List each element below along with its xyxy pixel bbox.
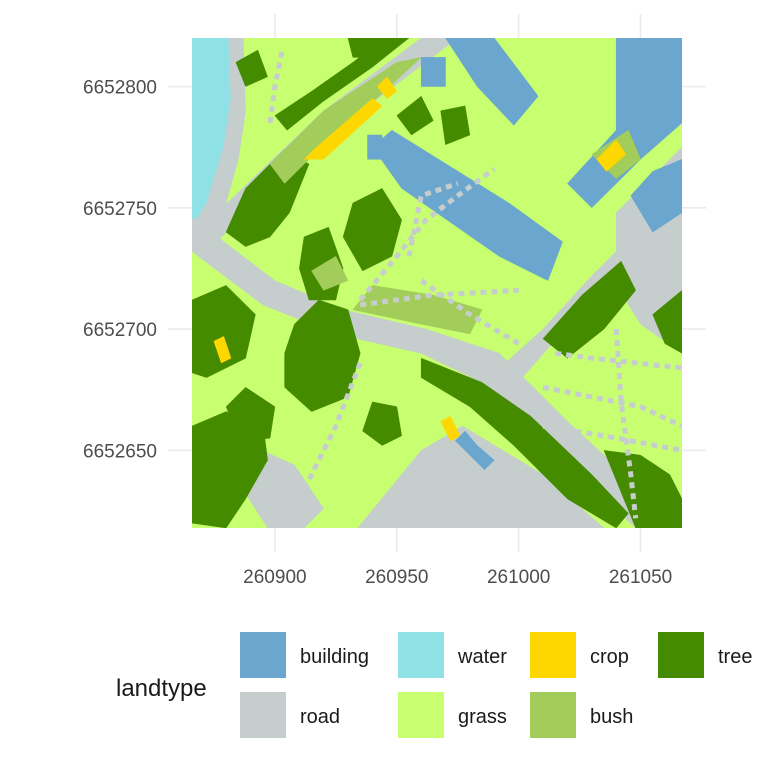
region-tree — [362, 401, 402, 446]
region-building — [454, 430, 495, 471]
path-road — [554, 350, 682, 371]
legend-key-building — [240, 632, 286, 678]
region-building — [445, 38, 539, 126]
path-road — [542, 384, 682, 429]
region-tree — [192, 285, 256, 378]
path-road — [613, 328, 639, 519]
landtype-regions — [192, 38, 682, 528]
legend-label-crop: crop — [590, 646, 629, 668]
region-crop — [213, 336, 232, 364]
legend-key-grass — [398, 692, 444, 738]
region-tree — [274, 38, 410, 131]
y-tick-label: 6652800 — [83, 78, 157, 99]
region-tree — [235, 49, 268, 87]
region-building — [420, 57, 446, 87]
legend-label-water: water — [457, 646, 507, 668]
region-crop — [303, 98, 383, 160]
legend-key-tree — [658, 632, 704, 678]
y-tick-label: 6652700 — [83, 320, 157, 341]
region-building — [367, 134, 383, 160]
region-tree — [652, 289, 682, 354]
region-crop — [376, 76, 398, 99]
legend-label-road: road — [300, 706, 340, 728]
path-road — [267, 49, 285, 124]
legend-label-tree: tree — [718, 646, 752, 668]
region-building — [567, 38, 682, 209]
region-tree — [347, 38, 385, 58]
y-tick-label: 6652650 — [83, 441, 157, 462]
legend-key-bush — [530, 692, 576, 738]
legend-key-water — [398, 632, 444, 678]
region-tree — [603, 450, 682, 528]
region-tree — [396, 95, 434, 136]
region-tree — [440, 105, 471, 146]
legend: landtype building water crop tree road grass b… — [116, 632, 752, 738]
region-crop — [440, 416, 461, 442]
x-tick-label: 260950 — [365, 567, 428, 588]
legend-key-road — [240, 692, 286, 738]
landtype-paths — [267, 49, 682, 528]
legend-label-bush: bush — [590, 706, 633, 728]
region-tree — [225, 386, 276, 441]
legend-label-grass: grass — [458, 706, 507, 728]
region-tree — [542, 260, 636, 359]
path-road — [542, 423, 682, 453]
region-tree — [420, 357, 629, 528]
x-tick-label: 261050 — [609, 567, 672, 588]
region-bush — [352, 285, 483, 335]
path-road — [284, 362, 363, 528]
path-road — [359, 287, 519, 308]
region-road — [357, 425, 605, 528]
x-axis-ticks: 260900 260950 261000 261050 — [243, 567, 672, 588]
region-bush — [311, 255, 349, 291]
legend-key-crop — [530, 632, 576, 678]
path-road — [358, 166, 496, 302]
legend-label-building: building — [300, 646, 369, 668]
region-tree — [192, 411, 268, 528]
x-tick-label: 261000 — [487, 567, 550, 588]
path-road — [419, 278, 520, 346]
y-axis-ticks: 6652650 6652700 6652750 6652800 — [83, 78, 157, 463]
region-building — [630, 159, 682, 233]
y-tick-label: 6652750 — [83, 199, 157, 220]
legend-title: landtype — [116, 675, 207, 702]
region-crop — [596, 139, 627, 172]
x-tick-label: 260900 — [243, 567, 306, 588]
region-tree — [342, 188, 402, 272]
